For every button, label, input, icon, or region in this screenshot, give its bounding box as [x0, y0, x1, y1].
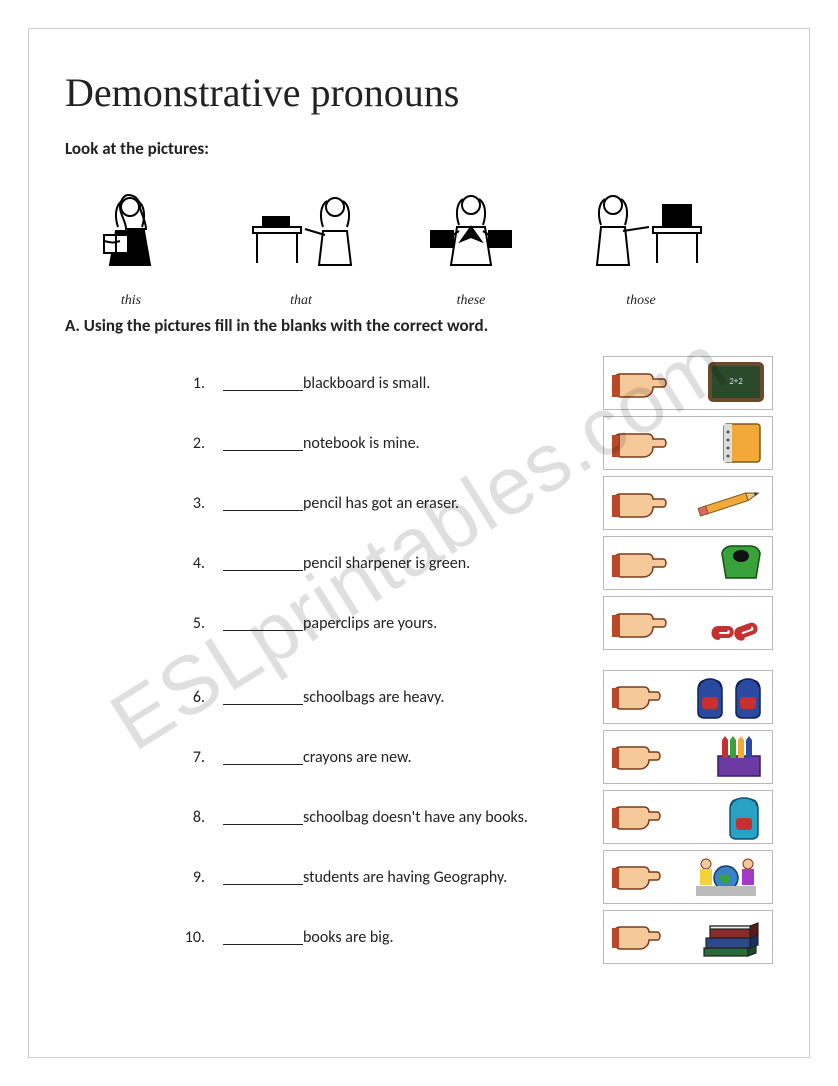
pointing-hand-icon: [610, 858, 664, 896]
instruction: A. Using the pictures fill in the blanks…: [65, 315, 773, 336]
fig-these: these: [411, 181, 531, 309]
exercise-row: 10. books are big.: [65, 908, 773, 966]
sharpener-icon: [716, 540, 766, 586]
students-globe-icon: [686, 854, 766, 900]
item-number: 8.: [65, 808, 223, 827]
paperclips-icon: [706, 600, 766, 646]
notebook-icon: [716, 420, 766, 466]
schoolbag-icon: [692, 675, 728, 719]
item-number: 3.: [65, 494, 223, 513]
fig-that-label: that: [241, 293, 361, 309]
clue-cell: [603, 476, 773, 530]
girl-those-icon: [581, 181, 711, 291]
item-number: 5.: [65, 614, 223, 633]
blank-input[interactable]: [223, 436, 303, 451]
blank-input[interactable]: [223, 496, 303, 511]
clue-cell: [603, 416, 773, 470]
exercise-list: 1. blackboard is small. 2+2 2. notebook …: [65, 354, 773, 966]
item-text: notebook is mine.: [303, 434, 420, 453]
girl-that-icon: [241, 181, 361, 291]
blank-input[interactable]: [223, 376, 303, 391]
clue-cell: [603, 790, 773, 844]
item-text: pencil has got an eraser.: [303, 494, 459, 513]
blackboard-icon: 2+2: [706, 360, 766, 406]
pointing-hand-icon: [610, 678, 664, 716]
clue-cell: [603, 910, 773, 964]
girl-this-icon: [76, 181, 186, 291]
fig-those: those: [581, 181, 701, 309]
item-text: pencil sharpener is green.: [303, 554, 470, 573]
page-title: Demonstrative pronouns: [65, 69, 773, 116]
svg-text:2+2: 2+2: [729, 376, 743, 387]
clue-cell: [603, 596, 773, 650]
fig-those-label: those: [581, 293, 701, 309]
item-number: 4.: [65, 554, 223, 573]
pointing-hand-icon: [610, 603, 670, 643]
clue-cell: 2+2: [603, 356, 773, 410]
exercise-row: 3. pencil has got an eraser.: [65, 474, 773, 532]
blank-input[interactable]: [223, 870, 303, 885]
pointing-hand-icon: [610, 363, 670, 403]
books-icon: [696, 914, 766, 960]
blank-input[interactable]: [223, 690, 303, 705]
blank-input[interactable]: [223, 750, 303, 765]
exercise-row: 1. blackboard is small. 2+2: [65, 354, 773, 412]
blank-input[interactable]: [223, 616, 303, 631]
exercise-row: 6. schoolbags are heavy.: [65, 668, 773, 726]
item-number: 1.: [65, 374, 223, 393]
clue-cell: [603, 670, 773, 724]
pointing-hand-icon: [610, 738, 664, 776]
item-text: crayons are new.: [303, 748, 412, 767]
exercise-row: 2. notebook is mine.: [65, 414, 773, 472]
pointing-hand-icon: [610, 918, 664, 956]
schoolbag-icon: [730, 675, 766, 719]
worksheet-page: Demonstrative pronouns Look at the pictu…: [28, 28, 810, 1058]
exercise-row: 4. pencil sharpener is green.: [65, 534, 773, 592]
clue-cell: [603, 850, 773, 904]
item-text: schoolbag doesn't have any books.: [303, 808, 528, 827]
exercise-row: 5. paperclips are yours.: [65, 594, 773, 652]
clue-cell: [603, 730, 773, 784]
item-text: blackboard is small.: [303, 374, 430, 393]
girl-these-icon: [411, 181, 531, 291]
item-text: schoolbags are heavy.: [303, 688, 444, 707]
blank-input[interactable]: [223, 930, 303, 945]
schoolbag-icon: [722, 794, 766, 840]
fig-that: that: [241, 181, 361, 309]
item-number: 10.: [65, 928, 223, 947]
pointing-hand-icon: [610, 543, 670, 583]
item-number: 6.: [65, 688, 223, 707]
fig-this: this: [71, 181, 191, 309]
demo-figures-row: this that: [65, 181, 773, 309]
pointing-hand-icon: [610, 483, 670, 523]
item-number: 2.: [65, 434, 223, 453]
pointing-hand-icon: [610, 423, 670, 463]
look-label: Look at the pictures:: [65, 138, 773, 159]
pointing-hand-icon: [610, 798, 664, 836]
crayons-icon: [712, 734, 766, 780]
blank-input[interactable]: [223, 556, 303, 571]
clue-cell: [603, 536, 773, 590]
fig-this-label: this: [71, 293, 191, 309]
item-text: students are having Geography.: [303, 868, 507, 887]
item-number: 7.: [65, 748, 223, 767]
fig-these-label: these: [411, 293, 531, 309]
item-text: books are big.: [303, 928, 394, 947]
exercise-row: 9. students are having Geography.: [65, 848, 773, 906]
exercise-row: 8. schoolbag doesn't have any books.: [65, 788, 773, 846]
blank-input[interactable]: [223, 810, 303, 825]
item-text: paperclips are yours.: [303, 614, 437, 633]
exercise-row: 7. crayons are new.: [65, 728, 773, 786]
item-number: 9.: [65, 868, 223, 887]
pencil-icon: [696, 488, 766, 518]
